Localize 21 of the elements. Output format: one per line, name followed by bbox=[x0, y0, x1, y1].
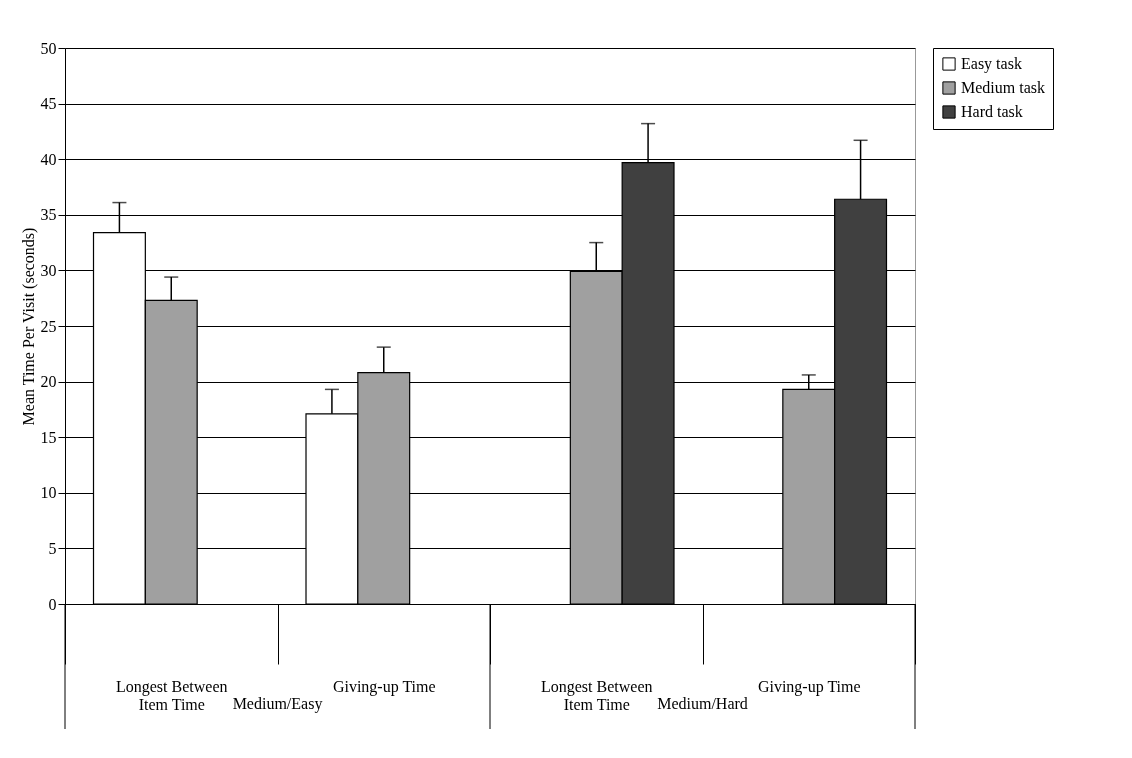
text: Medium/Easy bbox=[232, 695, 323, 713]
x-tick-label: Giving-up Time bbox=[757, 677, 861, 696]
x-tick-label: Longest Between Item Time bbox=[115, 677, 228, 713]
y-tick-label: 25 bbox=[40, 317, 57, 335]
text: Medium/Hard bbox=[657, 695, 748, 712]
y-tick-label: 0 bbox=[48, 595, 57, 613]
y-tick-label: 35 bbox=[40, 206, 57, 224]
y-tick-label: 20 bbox=[40, 373, 57, 391]
y-tick-label: 5 bbox=[48, 539, 57, 557]
y-tick-label: 40 bbox=[40, 150, 57, 168]
y-tick-label: 50 bbox=[40, 39, 57, 57]
y-tick-label: 30 bbox=[40, 261, 57, 279]
x-tick-label: Longest Between Item Time bbox=[540, 677, 653, 713]
legend-label: Medium task bbox=[961, 79, 1045, 96]
y-axis-title: Mean Time Per Visit (seconds) bbox=[19, 227, 38, 426]
x-tick-label: Giving-up Time bbox=[332, 677, 436, 696]
y-tick-label: 15 bbox=[40, 428, 57, 446]
y-tick-label: 10 bbox=[40, 484, 57, 502]
y-tick-label: 45 bbox=[40, 95, 57, 113]
legend-label: Hard task bbox=[961, 103, 1023, 120]
legend-label: Easy task bbox=[961, 55, 1022, 73]
